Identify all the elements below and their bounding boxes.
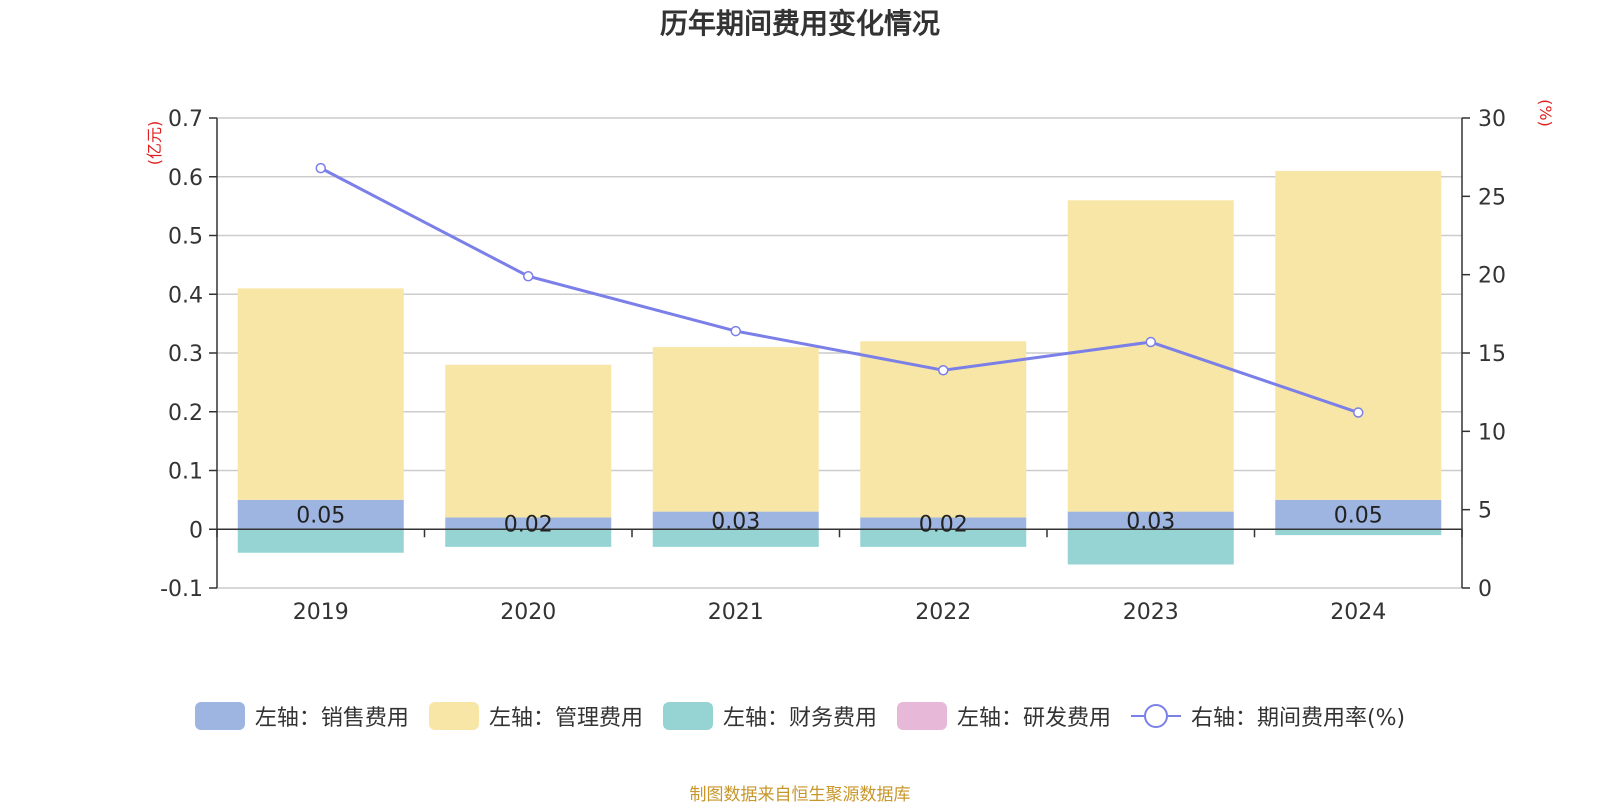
right-tick-label: 20	[1478, 264, 1506, 289]
right-tick-label: 30	[1478, 107, 1506, 132]
rate-point	[315, 162, 326, 174]
legend-label-finance: 左轴：财务费用	[722, 706, 877, 731]
bar-sales	[237, 499, 404, 530]
legend-item-sales[interactable]: 左轴：销售费用	[194, 700, 409, 732]
bar-sales	[1275, 499, 1442, 530]
rate-line-path	[320, 166, 1359, 414]
bar-admin	[445, 364, 612, 518]
right-tick-label: 10	[1478, 420, 1506, 445]
bar-sales	[1067, 511, 1234, 530]
left-tick-label: 0.6	[168, 166, 203, 191]
right-tick-label: 15	[1478, 342, 1506, 367]
legend-item-rate[interactable]: 右轴：期间费用率(%)	[1130, 700, 1406, 732]
bar-finance	[860, 529, 1027, 547]
bar-sales	[445, 517, 612, 530]
right-tick-label: 0	[1478, 577, 1492, 602]
x-tick-label: 2022	[915, 600, 971, 625]
legend-item-rnd[interactable]: 左轴：研发费用	[896, 700, 1111, 732]
left-tick-label: 0.3	[168, 342, 203, 367]
rate-line	[315, 162, 1364, 418]
bar-admin	[1067, 200, 1234, 512]
x-tick-label: 2023	[1123, 600, 1179, 625]
bar-finance	[652, 529, 819, 547]
bar-admin	[237, 288, 404, 500]
legend-label-rate: 右轴：期间费用率(%)	[1190, 706, 1406, 731]
left-tick-label: 0	[189, 518, 203, 543]
left-tick-label: -0.1	[160, 577, 203, 602]
right-axis-unit: (%)	[1536, 99, 1555, 127]
chart-plot: -0.1 0 0.1 0.2 0.3 0.4 0.5 0.6 0.7 0 5 10 15 20 25 30 20…	[145, 99, 1555, 625]
x-tick-label: 2020	[500, 600, 556, 625]
bar-data-label: 0.05	[296, 504, 345, 529]
rate-point	[523, 270, 534, 282]
x-tick-label: 2021	[708, 600, 764, 625]
rate-point	[1145, 336, 1156, 348]
legend-label-admin: 左轴：管理费用	[488, 706, 643, 731]
bar-data-label: 0.03	[1126, 509, 1175, 534]
legend-line-marker-icon	[1130, 704, 1181, 728]
bar-finance	[1067, 529, 1234, 565]
left-axis-unit: (亿元)	[145, 121, 164, 166]
left-tick-label: 0.1	[168, 460, 203, 485]
legend-swatch-finance	[662, 702, 713, 730]
left-tick-label: 0.2	[168, 401, 203, 426]
legend-item-finance[interactable]: 左轴：财务费用	[662, 700, 877, 732]
rate-point	[1353, 407, 1364, 418]
right-tick-label: 25	[1478, 185, 1506, 210]
x-tick-label: 2019	[293, 600, 349, 625]
x-tick-label: 2024	[1330, 600, 1386, 625]
bar-sales	[652, 511, 819, 530]
legend: 左轴：销售费用 左轴：管理费用 左轴：财务费用 左轴：研发费用 右轴：期间费用率…	[0, 700, 1600, 732]
rate-point	[938, 364, 949, 376]
left-tick-label: 0.4	[168, 283, 203, 308]
grid-lines	[217, 117, 1462, 589]
bar-finance	[237, 529, 404, 553]
bar-finance	[445, 529, 612, 547]
bar-finance	[1275, 529, 1442, 536]
left-tick-label: 0.5	[168, 225, 203, 250]
bar-data-label: 0.05	[1334, 504, 1383, 529]
data-labels: 0.05 0.02 0.03 0.02 0.03 0.05	[296, 504, 1382, 538]
left-tick-label: 0.7	[168, 107, 203, 132]
legend-swatch-rnd	[896, 702, 947, 730]
bar-data-label: 0.03	[711, 509, 760, 534]
bar-data-label: 0.02	[504, 512, 553, 537]
legend-item-admin[interactable]: 左轴：管理费用	[428, 700, 643, 732]
rate-point	[730, 325, 741, 337]
bar-admin	[652, 347, 819, 512]
bar-data-label: 0.02	[919, 512, 968, 537]
legend-label-rnd: 左轴：研发费用	[956, 706, 1111, 731]
axes: -0.1 0 0.1 0.2 0.3 0.4 0.5 0.6 0.7 0 5 10 15 20 25 30 20…	[160, 107, 1506, 625]
bar-admin	[1275, 170, 1442, 500]
legend-label-sales: 左轴：销售费用	[254, 706, 409, 731]
bar-sales	[860, 517, 1027, 530]
chart-title: 历年期间费用变化情况	[659, 7, 940, 40]
bars	[237, 170, 1442, 565]
legend-swatch-sales	[194, 702, 245, 730]
legend-swatch-admin	[428, 702, 479, 730]
source-note: 制图数据来自恒生聚源数据库	[689, 785, 911, 805]
right-tick-label: 5	[1478, 499, 1492, 524]
